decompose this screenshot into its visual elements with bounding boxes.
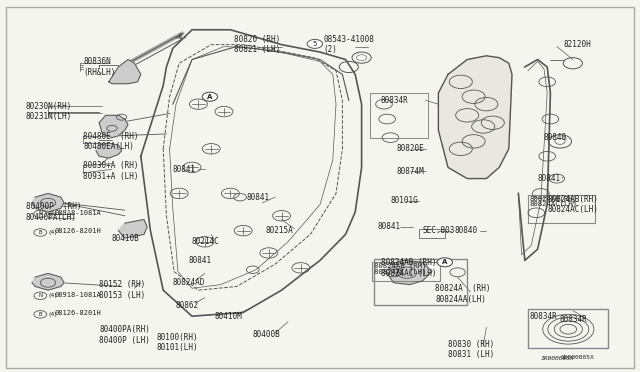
Text: 80840: 80840	[454, 226, 477, 235]
Text: 80834R: 80834R	[381, 96, 408, 105]
Polygon shape	[438, 56, 512, 179]
Text: 80230N(RH)
80231N(LH): 80230N(RH) 80231N(LH)	[26, 102, 72, 121]
Text: 80410B: 80410B	[112, 234, 140, 243]
Text: 80215A: 80215A	[266, 226, 293, 235]
Text: 80820E: 80820E	[397, 144, 424, 153]
Text: 08543-41008
(2): 08543-41008 (2)	[323, 35, 374, 54]
Text: 80400P  (RH)
80400PA(LH): 80400P (RH) 80400PA(LH)	[26, 202, 81, 222]
Text: 82120H: 82120H	[563, 40, 591, 49]
Text: 80824AC (LH): 80824AC (LH)	[374, 268, 427, 275]
Text: B: B	[38, 230, 42, 235]
Text: 80410M: 80410M	[214, 312, 242, 321]
Text: (4): (4)	[49, 211, 58, 217]
Text: N: N	[38, 293, 42, 298]
Text: SEC.803: SEC.803	[422, 226, 455, 235]
Text: 80101G: 80101G	[390, 196, 418, 205]
Text: 80841: 80841	[378, 222, 401, 231]
Text: 80820 (RH)
80821 (LH): 80820 (RH) 80821 (LH)	[234, 35, 280, 54]
Polygon shape	[387, 260, 432, 285]
Text: 80824AB (RH): 80824AB (RH)	[374, 263, 427, 269]
Text: A: A	[442, 259, 447, 265]
Polygon shape	[96, 143, 122, 158]
Text: 08126-8201H: 08126-8201H	[54, 228, 101, 234]
Bar	[372, 262, 440, 281]
Text: 80824AB(RH)
80824AC(LH): 80824AB(RH) 80824AC(LH)	[547, 195, 598, 214]
Text: 80841: 80841	[173, 165, 196, 174]
Text: 08126-8201H: 08126-8201H	[54, 310, 101, 316]
Text: 80824AC(LH): 80824AC(LH)	[530, 201, 578, 207]
Text: 5: 5	[313, 41, 317, 47]
Text: B: B	[38, 312, 42, 317]
Text: A: A	[207, 94, 212, 100]
Text: N: N	[38, 211, 42, 217]
Polygon shape	[32, 273, 64, 290]
Circle shape	[437, 258, 452, 267]
Text: 80824A  (RH)
80824AA(LH): 80824A (RH) 80824AA(LH)	[435, 284, 491, 304]
Circle shape	[202, 92, 218, 101]
Text: 80824AB (RH)
80824AC (LH): 80824AB (RH) 80824AC (LH)	[381, 258, 436, 278]
Circle shape	[307, 39, 323, 48]
Polygon shape	[32, 193, 64, 212]
Text: 1R000005X: 1R000005X	[560, 355, 594, 360]
Text: 80824AD: 80824AD	[173, 278, 205, 287]
Text: 80824AB(RH): 80824AB(RH)	[530, 196, 578, 202]
Text: 80214C: 80214C	[192, 237, 220, 246]
Polygon shape	[118, 219, 147, 238]
Text: 80841: 80841	[538, 174, 561, 183]
Text: 80841: 80841	[246, 193, 269, 202]
Text: 80480E  (RH)
80480EA(LH): 80480E (RH) 80480EA(LH)	[83, 132, 139, 151]
Text: 80400PA(RH)
80400P (LH): 80400PA(RH) 80400P (LH)	[99, 325, 150, 344]
Text: 80834R: 80834R	[530, 312, 557, 321]
Bar	[528, 195, 595, 223]
Text: 80841: 80841	[189, 256, 212, 265]
Text: 80830+A (RH)
80931+A (LH): 80830+A (RH) 80931+A (LH)	[83, 161, 139, 181]
Text: 80862: 80862	[176, 301, 199, 310]
Text: 80152 (RH)
80153 (LH): 80152 (RH) 80153 (LH)	[99, 280, 145, 300]
Text: (4): (4)	[49, 230, 58, 235]
Polygon shape	[109, 60, 141, 84]
Bar	[370, 93, 428, 138]
Text: 80840: 80840	[544, 133, 567, 142]
Text: 80834R: 80834R	[560, 315, 588, 324]
Text: (4): (4)	[49, 312, 58, 317]
Text: 80100(RH)
80101(LH): 80100(RH) 80101(LH)	[157, 333, 198, 352]
Text: (4): (4)	[49, 293, 58, 298]
Text: 80836N
(RH&LH): 80836N (RH&LH)	[83, 57, 116, 77]
Text: 1R000005X: 1R000005X	[541, 356, 575, 362]
Bar	[528, 309, 608, 348]
Text: 08918-1081A: 08918-1081A	[54, 210, 101, 216]
Bar	[374, 259, 467, 305]
Text: 80830 (RH)
80831 (LH): 80830 (RH) 80831 (LH)	[448, 340, 494, 359]
Text: 80874M: 80874M	[397, 167, 424, 176]
Text: 80400B: 80400B	[253, 330, 280, 339]
Polygon shape	[99, 115, 128, 138]
Text: 08918-1081A: 08918-1081A	[54, 292, 101, 298]
Bar	[419, 229, 445, 238]
